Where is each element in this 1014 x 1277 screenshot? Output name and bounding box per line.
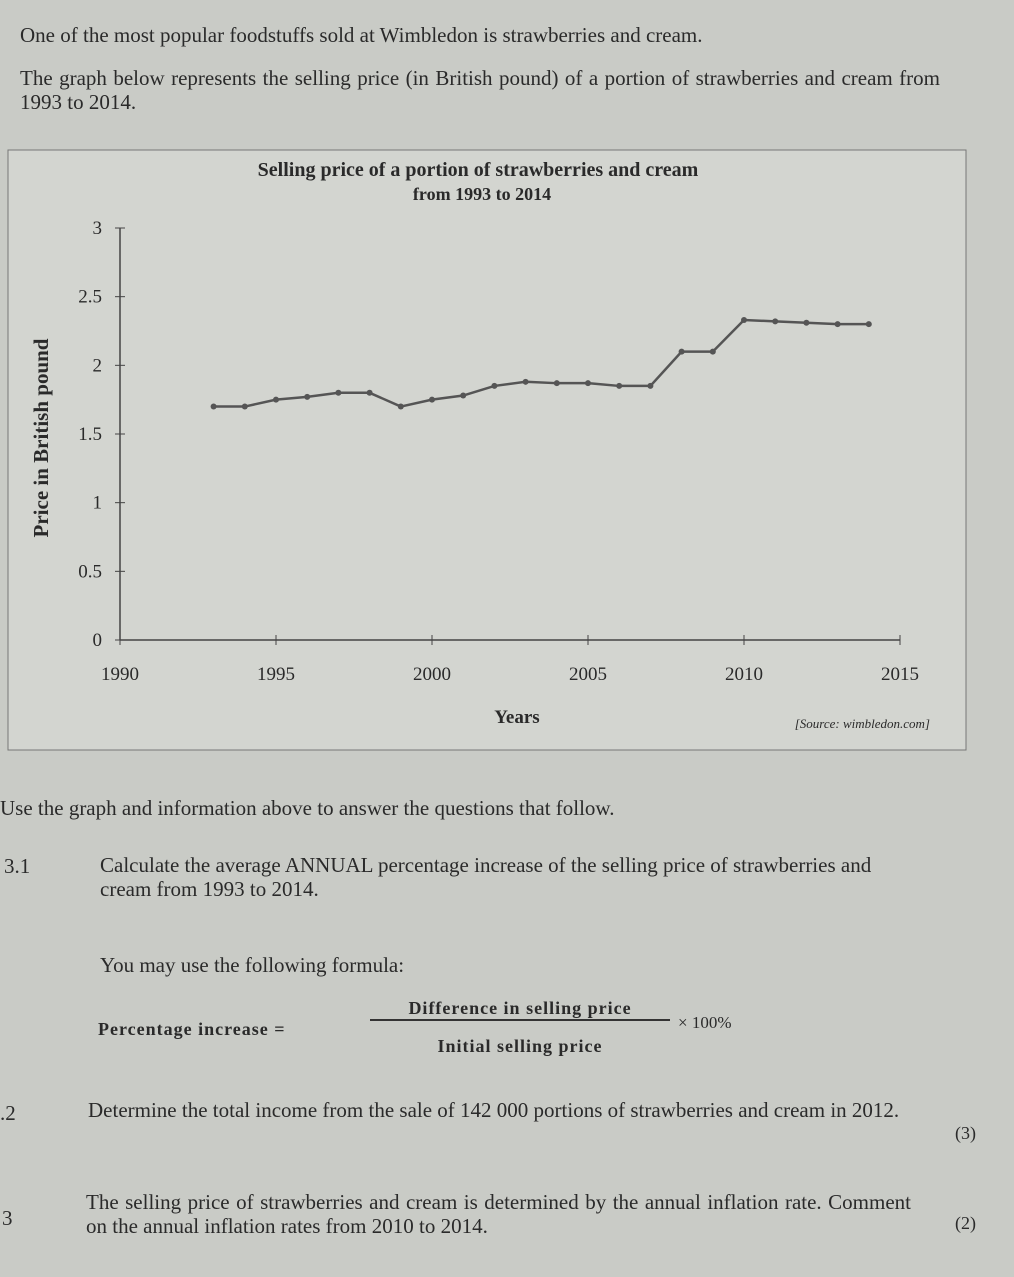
hint: You may use the following formula: (100, 953, 405, 977)
point (834, 321, 841, 328)
marks: (3) (955, 1123, 976, 1143)
formula-denominator: Initial selling price (437, 1036, 603, 1056)
point (335, 389, 342, 396)
point (553, 380, 560, 387)
y-tick-label: 0.5 (78, 561, 102, 582)
question-text: Determine the total income from the sale… (88, 1098, 900, 1122)
question-number: .2 (0, 1101, 16, 1125)
point (429, 396, 435, 403)
x-tick-label: 1990 (101, 664, 139, 685)
y-tick-label: 2 (93, 355, 103, 376)
x-tick-label: 2015 (881, 664, 919, 685)
point (709, 348, 716, 355)
chart-frame (7, 149, 967, 751)
y-tick-label: 1.5 (78, 424, 102, 445)
y-tick-label: 0 (93, 630, 103, 651)
point (304, 393, 311, 400)
point (210, 403, 217, 410)
point (741, 317, 747, 324)
x-tick-label: 1995 (257, 664, 295, 685)
point (366, 389, 373, 396)
point (616, 382, 623, 389)
point (678, 348, 685, 355)
x-tick-label: 2010 (725, 664, 763, 685)
x-axis-label: Years (494, 707, 539, 728)
chart-title: Selling price of a portion of strawberri… (258, 159, 699, 181)
formula-factor: × 100% (678, 1013, 732, 1032)
question-text: Calculate the average ANNUAL percentage … (100, 853, 872, 901)
point (865, 321, 872, 328)
question-number: 3.1 (4, 854, 31, 878)
y-tick-label: 3 (93, 218, 103, 239)
point (522, 378, 529, 385)
point (460, 392, 467, 399)
y-tick-label: 2.5 (78, 287, 102, 308)
point (585, 380, 591, 387)
y-tick-label: 1 (93, 493, 103, 514)
point (491, 382, 498, 389)
formula-numerator: Difference in selling price (370, 998, 670, 1021)
point (397, 403, 404, 410)
point (241, 403, 248, 410)
intro-line: One of the most popular foodstuffs sold … (20, 23, 703, 47)
source: [Source: wimbledon.com] (795, 716, 930, 731)
point (647, 382, 654, 389)
question-text: The selling price of strawberries and cr… (86, 1190, 911, 1238)
formula-lhs: Percentage increase = (98, 1019, 286, 1039)
question-number: 3 (2, 1206, 13, 1230)
instruction: Use the graph and information above to a… (0, 796, 615, 820)
x-tick-label: 2005 (569, 664, 607, 685)
point (772, 318, 779, 325)
marks: (2) (955, 1213, 976, 1233)
point (803, 319, 810, 326)
x-tick-label: 2000 (413, 664, 451, 685)
chart: Selling price of a portion of strawberri… (7, 149, 967, 751)
y-axis-label: Price in British pound (29, 338, 53, 537)
point (273, 396, 279, 403)
line (213, 318, 869, 408)
chart-subtitle: from 1993 to 2014 (413, 184, 551, 204)
intro-paragraph: The graph below represents the selling p… (20, 66, 940, 114)
